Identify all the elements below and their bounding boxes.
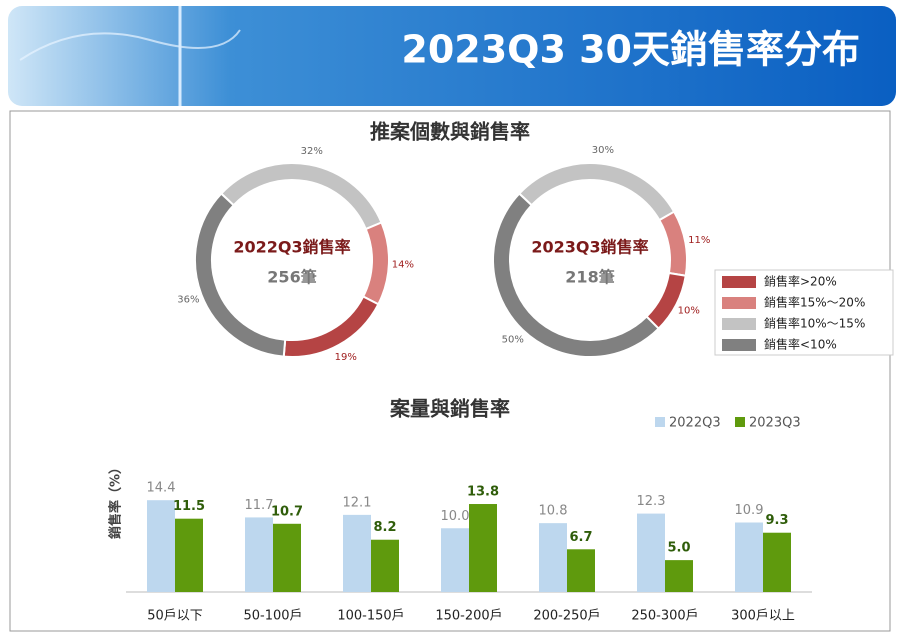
bar-value-label: 12.1	[343, 495, 372, 510]
slice-label: 19%	[335, 352, 357, 363]
bar	[273, 523, 301, 592]
bar-value-label: 10.8	[539, 504, 568, 519]
bar-value-label: 5.0	[667, 541, 690, 556]
bar	[441, 528, 469, 592]
bar-value-label: 10.9	[735, 503, 764, 518]
bar-value-label: 12.3	[637, 494, 666, 509]
bar	[567, 549, 595, 592]
slice-label: 30%	[592, 145, 614, 156]
bar	[469, 504, 497, 592]
x-tick-label: 50-100戶	[243, 609, 302, 624]
legend-swatch	[722, 339, 756, 351]
x-tick-label: 300戶以上	[731, 609, 795, 624]
slice-label: 36%	[177, 295, 199, 306]
x-tick-label: 100-150戶	[337, 609, 404, 624]
y-axis-label: 銷售率（%）	[108, 461, 124, 539]
bar	[763, 532, 791, 592]
bar	[665, 560, 693, 592]
donut-slice	[194, 192, 287, 358]
bar	[245, 517, 273, 592]
bar-value-label: 10.0	[441, 509, 470, 524]
section-title: 案量與銷售率	[389, 397, 510, 421]
donut-slice	[491, 192, 661, 358]
x-tick-label: 200-250戶	[533, 609, 600, 624]
x-tick-label: 150-200戶	[435, 609, 502, 624]
center-count: 256筆	[267, 268, 316, 287]
slice-label: 11%	[688, 235, 710, 246]
center-title: 2023Q3銷售率	[531, 238, 648, 257]
page-title: 2023Q3 30天銷售率分布	[401, 28, 860, 72]
bar	[637, 513, 665, 592]
bar-value-label: 9.3	[765, 513, 788, 528]
center-count: 218筆	[565, 268, 614, 287]
legend-swatch	[722, 318, 756, 330]
x-tick-label: 50戶以下	[147, 609, 203, 624]
bar	[735, 522, 763, 592]
legend-swatch	[735, 417, 745, 427]
center-title: 2022Q3銷售率	[233, 238, 350, 257]
slice-label: 50%	[502, 335, 524, 346]
bar	[371, 539, 399, 592]
x-tick-label: 250-300戶	[631, 609, 698, 624]
bar-value-label: 11.7	[245, 498, 274, 513]
legend-swatch	[655, 417, 665, 427]
legend-label: 銷售率<10%	[764, 337, 837, 352]
bar	[539, 523, 567, 592]
decor	[19, 29, 241, 61]
bar	[147, 500, 175, 592]
slice-label: 10%	[678, 306, 700, 317]
legend-label: 銷售率>20%	[764, 274, 837, 289]
slice-label: 32%	[301, 146, 323, 157]
bar-value-label: 6.7	[569, 530, 592, 545]
bar-value-label: 14.4	[147, 481, 176, 496]
legend-swatch	[722, 276, 756, 288]
bar-value-label: 10.7	[271, 504, 303, 519]
legend-label: 銷售率15%～20%	[764, 295, 865, 310]
bar-value-label: 11.5	[173, 499, 205, 514]
legend-swatch	[722, 297, 756, 309]
section-title: 推案個數與銷售率	[370, 120, 530, 144]
bar	[343, 514, 371, 592]
legend-label: 銷售率10%～15%	[764, 316, 865, 331]
header-banner	[8, 6, 896, 106]
bar	[175, 518, 203, 592]
bar-value-label: 13.8	[467, 485, 499, 500]
legend-label: 2023Q3	[749, 416, 801, 431]
legend-label: 2022Q3	[669, 416, 721, 431]
bar-value-label: 8.2	[373, 520, 396, 535]
slice-label: 14%	[392, 259, 414, 270]
